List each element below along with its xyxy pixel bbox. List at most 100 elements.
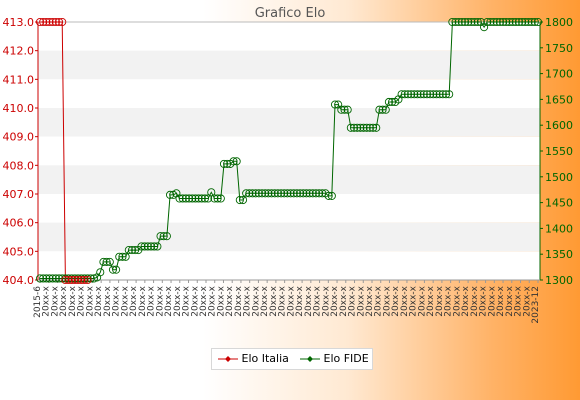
x-tick-label: 20xx-x — [208, 285, 218, 316]
x-tick-label: 20xx-x — [452, 285, 462, 316]
point-elo-fide — [210, 194, 219, 203]
point-elo-italia — [70, 275, 79, 285]
point-elo-fide — [511, 17, 520, 27]
point-elo-fide — [413, 90, 422, 99]
point-elo-italia — [35, 17, 45, 27]
point-elo-italia — [58, 17, 67, 27]
point-elo-fide — [422, 90, 432, 99]
point-elo-fide — [153, 242, 162, 251]
point-elo-fide — [257, 189, 267, 198]
point-elo-fide — [416, 90, 425, 99]
x-tick-label: 20xx-x — [269, 285, 279, 316]
y-right-tick-label: 1350 — [545, 248, 573, 261]
point-elo-fide — [330, 100, 340, 109]
point-elo-fide — [143, 242, 152, 251]
point-elo-fide — [238, 195, 248, 205]
x-tick-label: 20xx-x — [155, 285, 165, 316]
series-markers — [35, 17, 543, 285]
point-elo-fide — [159, 232, 168, 241]
point-elo-fide — [445, 90, 454, 99]
point-elo-fide — [315, 189, 324, 198]
point-elo-fide — [410, 90, 419, 99]
grid-band — [38, 136, 540, 166]
point-elo-fide — [441, 90, 451, 99]
point-elo-fide — [349, 123, 359, 132]
x-tick-label: 20xx-x — [400, 285, 410, 316]
x-tick-label: 20xx-x — [77, 285, 87, 316]
point-elo-fide — [289, 189, 298, 198]
point-elo-italia — [39, 17, 48, 27]
point-elo-fide — [492, 17, 501, 27]
point-elo-fide — [438, 90, 447, 99]
point-elo-italia — [48, 17, 57, 27]
y-right-tick-label: 1550 — [545, 145, 573, 158]
point-elo-fide — [299, 189, 308, 198]
y-axis-left: 404.0 405.0 406.0 407.0 408.0 409.0 410.0 411.0… — [3, 16, 39, 287]
x-tick-label: 20xx-x — [295, 285, 305, 316]
point-elo-fide — [524, 17, 533, 27]
point-elo-fide — [124, 246, 133, 255]
x-tick-label: 20xx-x — [313, 285, 323, 316]
point-elo-fide — [378, 105, 387, 114]
point-elo-fide — [508, 17, 517, 27]
point-elo-fide — [277, 189, 286, 198]
point-elo-fide — [483, 17, 492, 27]
point-elo-fide — [118, 252, 127, 261]
point-elo-fide — [435, 90, 444, 99]
point-elo-fide — [286, 189, 295, 198]
grid-band — [38, 79, 540, 108]
point-elo-italia — [54, 17, 64, 27]
point-elo-fide — [200, 194, 209, 203]
point-elo-fide — [346, 123, 355, 132]
point-elo-fide — [381, 105, 390, 114]
x-tick-label: 20xx-x — [356, 285, 366, 316]
point-elo-fide — [533, 17, 543, 27]
grid-band — [38, 165, 540, 194]
y-left-tick-label: 407.0 — [3, 188, 35, 201]
grid-band — [38, 194, 540, 223]
y-left-tick-label: 405.0 — [3, 245, 35, 258]
x-tick-label: 20xx-x — [59, 285, 69, 316]
y-left-tick-label: 412.0 — [3, 45, 35, 58]
x-tick-label: 20xx-x — [391, 285, 401, 316]
x-tick-label: 20xx-x — [330, 285, 340, 316]
x-axis: 2015-620xx-x20xx-x20xx-x20xx-x20xx-x20xx… — [33, 279, 541, 324]
point-elo-fide — [296, 189, 305, 198]
point-elo-fide — [448, 17, 457, 27]
x-tick-label: 20xx-x — [164, 285, 174, 316]
point-elo-fide — [365, 123, 374, 132]
point-elo-fide — [245, 189, 254, 198]
point-elo-italia — [77, 275, 86, 285]
legend-label-elo-fide: Elo FIDE — [323, 352, 369, 365]
y-axis-right: 1300 1350 1400 1450 1500 1550 1600 1650 1700 1750… — [539, 16, 573, 287]
grid-band — [38, 108, 540, 137]
point-elo-fide — [204, 194, 213, 203]
point-elo-fide — [216, 194, 225, 203]
x-tick-label: 20xx-x — [470, 285, 480, 316]
point-elo-fide — [197, 194, 206, 203]
point-elo-fide — [451, 17, 460, 27]
point-elo-fide — [327, 191, 336, 200]
x-tick-label: 20xx-x — [243, 285, 253, 316]
point-elo-fide — [219, 159, 229, 168]
point-elo-fide — [311, 189, 321, 198]
point-elo-fide — [407, 90, 416, 99]
x-tick-label: 20xx-x — [251, 285, 261, 316]
point-elo-fide — [248, 189, 257, 198]
point-elo-italia — [67, 275, 76, 285]
y-left-tick-label: 410.0 — [3, 102, 35, 115]
y-left-tick-label: 408.0 — [3, 159, 35, 172]
x-tick-label: 20xx-x — [417, 285, 427, 316]
y-left-tick-label: 406.0 — [3, 217, 35, 230]
point-elo-fide — [486, 17, 495, 27]
point-elo-fide — [96, 268, 105, 277]
legend: Elo Italia Elo FIDE — [211, 348, 373, 370]
series-line-elo-italia — [40, 21, 88, 281]
point-elo-fide — [353, 123, 362, 132]
point-elo-fide — [530, 17, 539, 27]
x-tick-label: 20xx-x — [435, 285, 445, 316]
point-elo-fide — [264, 189, 273, 198]
x-tick-label: 2015-6 — [33, 286, 43, 318]
point-elo-italia — [80, 275, 89, 285]
